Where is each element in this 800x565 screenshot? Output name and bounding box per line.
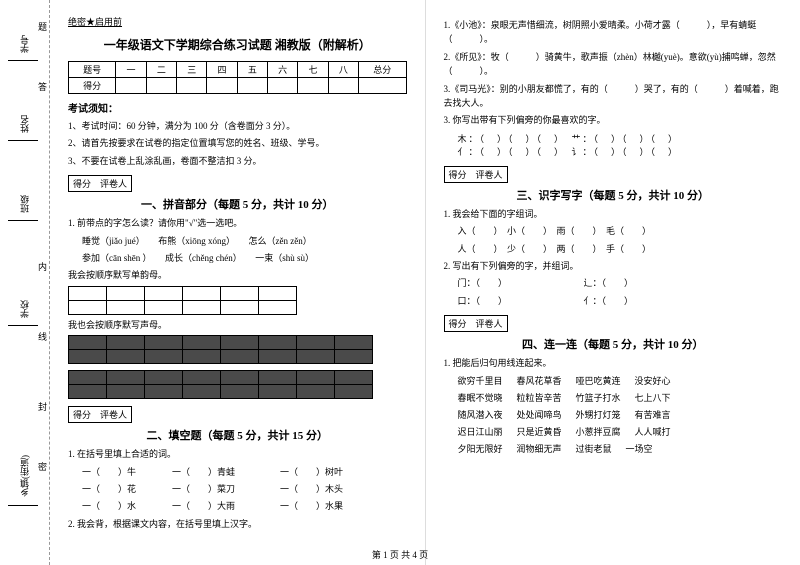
page-root: 学号 姓名 班级 学校 乡镇(街道) 题 答 内 线 封 密 绝密★启用前 一年… xyxy=(0,0,800,565)
match-row: 夕阳无限好润物细无声过街老鼠一场空 xyxy=(458,442,783,455)
q1: 1. 前带点的字怎么读？请你用"√"选一选吧。 xyxy=(68,216,407,230)
cell: 得分 xyxy=(69,78,116,94)
score-table: 题号 一 二 三 四 五 六 七 八 总分 得分 xyxy=(68,61,407,94)
bind-line xyxy=(8,220,38,221)
bind-line xyxy=(8,505,38,506)
s3-line: 门：（ ） 辶：（ ） xyxy=(444,276,783,290)
exam-title: 一年级语文下学期综合练习试题 湘教版（附解析） xyxy=(68,36,407,53)
cell: 八 xyxy=(328,62,358,78)
s2-q1: 1. 在括号里填上合适的词。 xyxy=(68,447,407,461)
char-line: 木：（ ）（ ）（ ） 艹：（ ）（ ）（ ） 亻：（ ）（ ）（ ） 讠：（ … xyxy=(458,132,783,158)
vert-char: 答 xyxy=(38,80,47,93)
match-row: 欲穷千里目春风花草香哑巴吃黄连没安好心 xyxy=(458,374,783,387)
vert-char: 密 xyxy=(38,460,47,473)
s3-line: 口：（ ） 亻：（ ） xyxy=(444,294,783,308)
grader-box: 得分 评卷人 xyxy=(68,406,132,423)
q1-line: 参加（cān shēn ） 成长（chěng chén） 一束（shù sù） xyxy=(68,251,407,265)
r-line: 3. 你写出带有下列偏旁的你最喜欢的字。 xyxy=(444,113,783,127)
section1-title: 一、拼音部分（每题 5 分，共计 10 分） xyxy=(68,196,407,212)
notice: 2、请首先按要求在试卷的指定位置填写您的姓名、班级、学号。 xyxy=(68,136,407,150)
match-row: 随风潜入夜处处闻啼鸟外甥打灯笼有苦难言 xyxy=(458,408,783,421)
bind-line xyxy=(8,325,38,326)
vert-char: 线 xyxy=(38,330,47,343)
page-footer: 第 1 页 共 4 页 xyxy=(0,548,800,561)
vert-char: 封 xyxy=(38,400,47,413)
cell: 二 xyxy=(146,62,176,78)
section2-title: 二、填空题（每题 5 分，共计 15 分） xyxy=(68,427,407,443)
table-row: 得分 xyxy=(69,78,407,94)
binding-margin: 学号 姓名 班级 学校 乡镇(街道) 题 答 内 线 封 密 xyxy=(0,0,50,565)
s2-line: 一（ ）牛 一（ ）青蛙 一（ ）树叶 xyxy=(68,465,407,479)
s3-line: 入（ ） 小（ ） 雨（ ） 毛（ ） xyxy=(444,224,783,238)
table-row: 题号 一 二 三 四 五 六 七 八 总分 xyxy=(69,62,407,78)
q2: 我会按顺序默写单韵母。 xyxy=(68,268,407,282)
grader-box: 得分 评卷人 xyxy=(444,315,508,332)
r-line: 3.《司马光》：别的小朋友都慌了，有的（ ）哭了，有的（ ）着喊着，跑去找大人。 xyxy=(444,82,783,111)
answer-grid-dark[interactable] xyxy=(68,335,373,364)
secret-label: 绝密★启用前 xyxy=(68,15,407,28)
bind-line xyxy=(8,60,38,61)
s2-q2: 2. 我会背，根据课文内容，在括号里填上汉字。 xyxy=(68,517,407,531)
vert-char: 内 xyxy=(38,260,47,273)
bind-label: 学校 xyxy=(18,300,31,318)
s4-q1: 1. 把能后归句用线连起来。 xyxy=(444,356,783,370)
cell: 四 xyxy=(207,62,237,78)
match-row: 迟日江山丽只是近黄昏小葱拌豆腐人人喊打 xyxy=(458,425,783,438)
answer-grid[interactable] xyxy=(68,286,297,315)
q3: 我也会按顺序默写声母。 xyxy=(68,318,407,332)
bind-label: 乡镇(街道) xyxy=(18,455,31,497)
bind-label: 班级 xyxy=(18,195,31,213)
r-line: 1.《小池》：泉眼无声惜细流，树阴照小爱晴柔。小荷才露（ ），早有蜻蜓（ ）。 xyxy=(444,18,783,47)
bind-label: 姓名 xyxy=(18,115,31,133)
s2-line: 一（ ）花 一（ ）菜刀 一（ ）木头 xyxy=(68,482,407,496)
right-column: 1.《小池》：泉眼无声惜细流，树阴照小爱晴柔。小荷才露（ ），早有蜻蜓（ ）。 … xyxy=(426,0,800,565)
notice: 1、考试时间：60 分钟，满分为 100 分（含卷面分 3 分）。 xyxy=(68,119,407,133)
s3-q2: 2. 写出有下列偏旁的字，并组词。 xyxy=(444,259,783,273)
section4-title: 四、连一连（每题 5 分，共计 10 分） xyxy=(444,336,783,352)
answer-grid-dark[interactable] xyxy=(68,370,373,399)
vert-char: 题 xyxy=(38,20,47,33)
notice: 3、不要在试卷上乱涂乱画，卷面不整洁扣 3 分。 xyxy=(68,154,407,168)
s3-line: 人（ ） 少（ ） 两（ ） 手（ ） xyxy=(444,242,783,256)
notice-title: 考试须知： xyxy=(68,100,407,115)
cell: 六 xyxy=(268,62,298,78)
cell: 总分 xyxy=(359,62,407,78)
left-column: 绝密★启用前 一年级语文下学期综合练习试题 湘教版（附解析） 题号 一 二 三 … xyxy=(50,0,426,565)
cell: 一 xyxy=(116,62,146,78)
cell: 三 xyxy=(177,62,207,78)
grader-box: 得分 评卷人 xyxy=(444,166,508,183)
grader-box: 得分 评卷人 xyxy=(68,175,132,192)
bind-line xyxy=(8,140,38,141)
r-line: 2.《所见》：牧（ ）骑黄牛，歌声振（zhèn）林樾(yuè)。意欲(yù)捕鸣… xyxy=(444,50,783,79)
q1-line: 睡觉（jiǎo jué） 布熊（xiōng xóng） 怎么（zěn zěn） xyxy=(68,234,407,248)
s2-line: 一（ ）水 一（ ）大雨 一（ ）水果 xyxy=(68,499,407,513)
cell: 五 xyxy=(237,62,267,78)
bind-label: 学号 xyxy=(18,35,31,53)
cell: 题号 xyxy=(69,62,116,78)
cell: 七 xyxy=(298,62,328,78)
section3-title: 三、识字写字（每题 5 分，共计 10 分） xyxy=(444,187,783,203)
s3-q1: 1. 我会给下面的字组词。 xyxy=(444,207,783,221)
match-row: 春眠不觉晓粒粒皆辛苦竹篮子打水七上八下 xyxy=(458,391,783,404)
